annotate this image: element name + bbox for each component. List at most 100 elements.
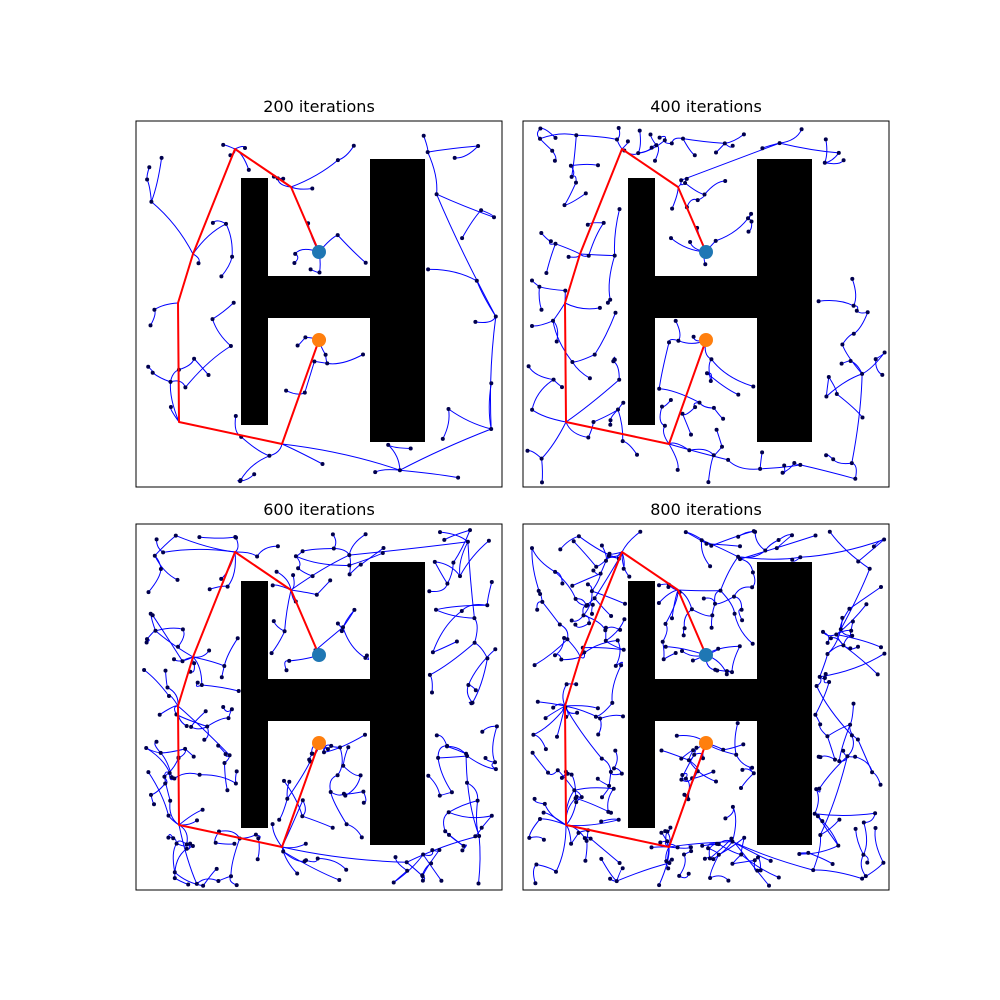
tree-node [612,357,617,362]
tree-edge [155,627,184,632]
tree-edge [332,534,337,549]
tree-node [740,767,745,772]
tree-node [530,546,534,551]
tree-edge [333,548,350,556]
tree-node [799,127,804,132]
tree-edge [212,220,227,225]
tree-node [817,674,822,679]
tree-node [688,240,693,244]
panel-title: 600 iterations [263,500,375,519]
start-marker [699,648,713,662]
tree-node [161,550,166,555]
tree-node [255,857,260,862]
tree-edge [579,639,618,658]
tree-node [638,529,643,534]
tree-edge [800,539,885,558]
tree-node [711,857,716,862]
tree-node [581,613,586,618]
tree-edge [286,761,311,799]
tree-node [373,470,378,475]
tree-node [224,221,228,226]
tree-node [544,271,549,275]
tree-node [864,602,869,607]
tree-edge [572,354,595,363]
tree-node [184,842,189,847]
tree-edge [478,835,481,884]
tree-node [329,743,334,748]
tree-node [608,769,613,774]
tree-node [659,748,664,753]
tree-edge [663,652,676,660]
tree-node [210,220,215,225]
tree-node [150,613,155,618]
tree-edge [685,531,707,545]
tree-edge [316,580,331,596]
tree-edge [528,365,554,381]
tree-node [281,176,286,181]
tree-node [620,866,625,871]
tree-node [233,781,238,786]
tree-node [584,603,589,608]
tree-node [343,793,348,798]
tree-edge [739,558,754,573]
tree-edge [223,638,239,667]
tree-node [539,307,544,312]
tree-node [300,814,305,819]
tree-node [256,836,261,841]
tree-node [446,407,451,411]
tree-node [436,755,441,760]
tree-node [722,141,727,146]
tree-node [452,155,457,160]
tree-node [347,563,352,568]
tree-node [617,861,622,865]
tree-node [168,405,173,409]
tree-node [692,752,697,757]
tree-node [741,742,746,747]
tree-edge [739,535,816,560]
tree-node [325,747,330,752]
tree-node [737,644,742,649]
tree-nodes [145,133,498,484]
tree-edge [671,186,679,209]
tree-edge [281,443,323,465]
tree-node [706,480,711,485]
tree-node [381,546,386,550]
tree-node [574,800,579,805]
tree-node [609,614,614,618]
tree-edge [559,535,580,550]
tree-node [669,141,674,146]
tree-node [649,145,654,150]
tree-node [723,816,728,821]
tree-edge [531,547,556,573]
tree-node [682,852,686,857]
tree-node [205,724,210,729]
tree-edge [587,421,594,438]
tree-edge [594,558,620,599]
tree-node [421,133,426,138]
tree-node [200,807,205,812]
tree-node [282,778,286,783]
axes-frame [135,523,503,891]
tree-node [330,532,335,537]
tree-node [608,876,613,881]
tree-node [709,357,714,362]
tree-node [553,653,557,658]
tree-edge [613,750,618,769]
tree-edge [689,448,715,456]
tree-edge [323,734,366,753]
tree-edge [486,581,493,606]
tree-node [715,668,720,673]
tree-edge [541,421,567,459]
tree-node [663,829,668,834]
tree-node [714,779,718,784]
tree-node [325,361,330,366]
tree-node [475,798,480,803]
tree-node [439,878,444,883]
tree-node [699,538,704,543]
tree-node [426,773,431,778]
tree-node [627,574,632,579]
tree-node [702,856,707,861]
tree-node [330,825,335,830]
tree-edge [608,771,612,786]
tree-node [587,376,592,381]
